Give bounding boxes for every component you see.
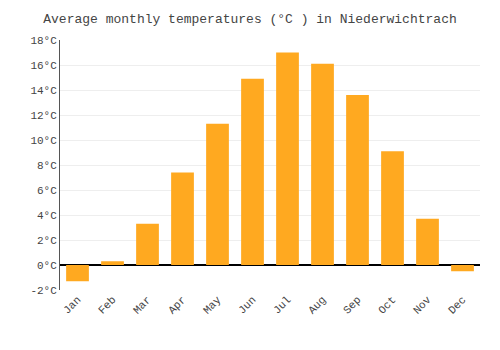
svg-text:6°C: 6°C [37,185,57,197]
svg-text:Average monthly temperatures (: Average monthly temperatures (°C ) in Ni… [43,12,456,27]
svg-text:Nov: Nov [411,294,434,317]
svg-text:Feb: Feb [96,294,118,316]
svg-text:12°C: 12°C [30,110,57,122]
svg-text:10°C: 10°C [30,135,57,147]
svg-text:0°C: 0°C [37,260,57,272]
svg-text:4°C: 4°C [37,210,57,222]
svg-text:Mar: Mar [131,294,153,316]
svg-text:May: May [201,294,224,317]
svg-text:Dec: Dec [446,294,468,316]
svg-text:18°C: 18°C [30,35,57,47]
svg-text:Jun: Jun [236,294,258,316]
svg-text:Jan: Jan [61,294,83,316]
svg-text:Aug: Aug [306,294,328,316]
svg-text:2°C: 2°C [37,235,57,247]
svg-text:8°C: 8°C [37,160,57,172]
svg-text:Oct: Oct [376,294,398,316]
svg-text:16°C: 16°C [30,60,57,72]
svg-text:Apr: Apr [166,294,188,316]
svg-text:Sep: Sep [341,294,363,316]
svg-text:Jul: Jul [271,294,293,316]
svg-text:14°C: 14°C [30,85,57,97]
svg-text:-2°C: -2°C [30,285,57,297]
